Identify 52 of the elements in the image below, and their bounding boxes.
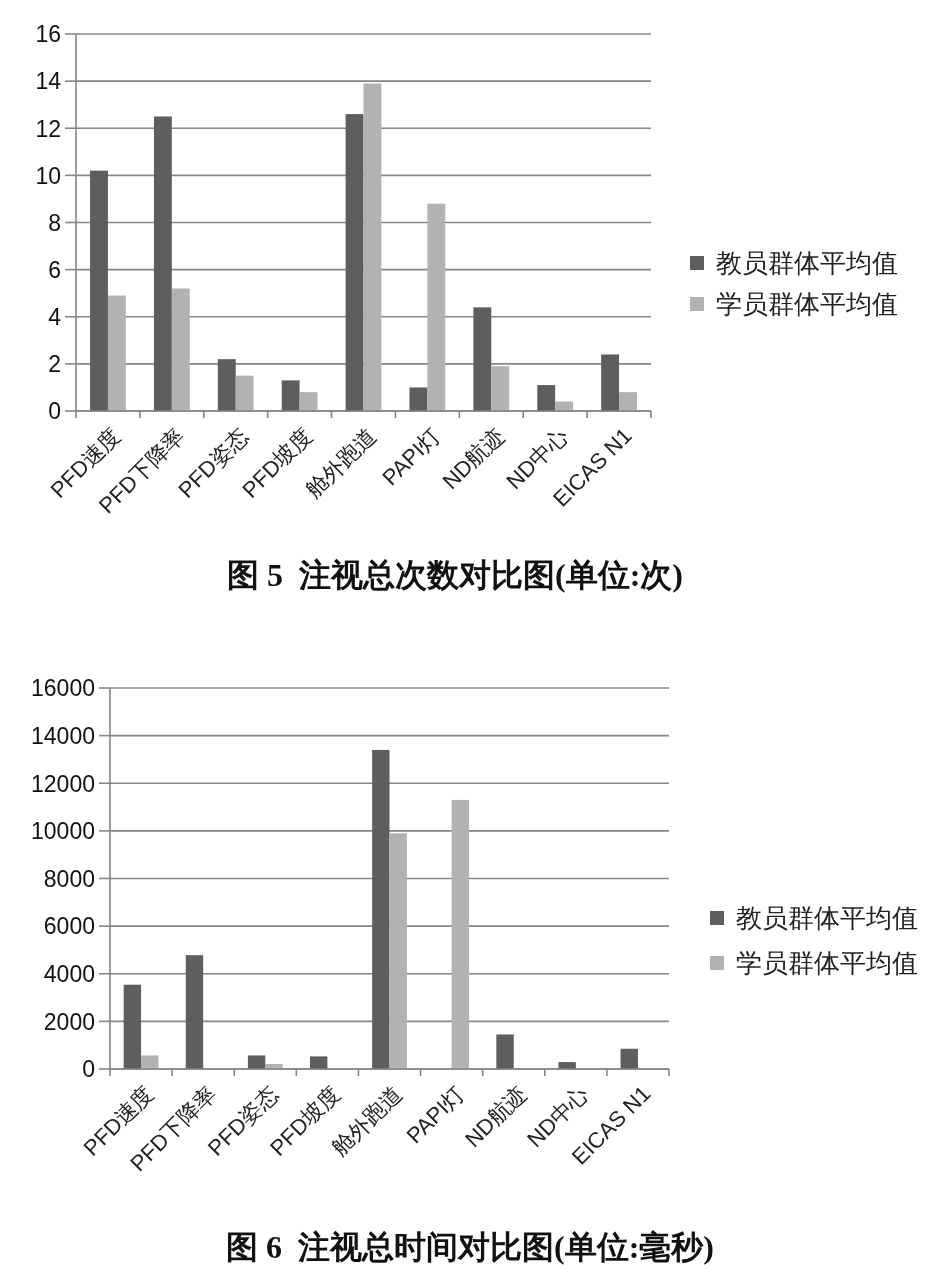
bar xyxy=(141,1055,159,1069)
y-tick-label: 12 xyxy=(35,115,61,142)
bar xyxy=(491,366,510,411)
y-tick-label: 6000 xyxy=(43,913,95,940)
y-tick-label: 0 xyxy=(48,398,61,425)
bar xyxy=(427,203,446,411)
text: 图 5 注视总次数对比图(单位:次) xyxy=(227,557,683,593)
y-tick-label: 4 xyxy=(48,304,62,331)
bar xyxy=(363,83,382,411)
bar xyxy=(451,799,469,1069)
y-tick-label: 6 xyxy=(48,256,61,283)
y-tick-label: 2 xyxy=(48,351,61,378)
bar xyxy=(235,375,254,411)
legend-label: 教员群体平均值 xyxy=(716,248,898,279)
y-tick-label: 16 xyxy=(35,21,61,48)
y-tick-label: 8 xyxy=(48,209,61,236)
y-tick-label: 0 xyxy=(82,1056,95,1083)
y-tick-label: 10 xyxy=(35,162,61,189)
legend-label: 学员群体平均值 xyxy=(716,289,898,320)
y-tick-label: 14000 xyxy=(31,722,95,749)
y-tick-label: 14 xyxy=(35,68,62,95)
y-tick-label: 2000 xyxy=(43,1008,95,1035)
bar xyxy=(345,114,364,411)
bar xyxy=(310,1056,328,1069)
text: 图 6 注视总时间对比图(单位:毫秒) xyxy=(226,1229,714,1265)
bar xyxy=(409,387,428,411)
bar xyxy=(185,955,204,1069)
y-tick-label: 10000 xyxy=(31,818,95,845)
legend-label: 学员群体平均值 xyxy=(736,948,918,979)
bar xyxy=(171,288,190,411)
bar xyxy=(90,170,108,411)
bar xyxy=(107,295,126,411)
y-tick-label: 4000 xyxy=(43,961,95,988)
bar xyxy=(247,1055,266,1069)
bar xyxy=(558,1062,576,1069)
y-tick-label: 16000 xyxy=(31,675,95,702)
bar xyxy=(537,385,556,411)
bar xyxy=(372,749,390,1069)
bar xyxy=(299,392,318,411)
bar xyxy=(153,116,172,411)
bar xyxy=(620,1048,638,1069)
bar xyxy=(601,354,620,411)
y-tick-label: 12000 xyxy=(31,770,95,797)
bar xyxy=(619,392,637,411)
y-tick-label: 8000 xyxy=(43,865,95,892)
bar xyxy=(123,984,142,1069)
legend-label: 教员群体平均值 xyxy=(736,903,918,934)
bar xyxy=(281,380,300,411)
bar xyxy=(217,359,236,411)
bar xyxy=(473,307,492,411)
bar xyxy=(496,1034,514,1069)
bar xyxy=(389,833,407,1069)
